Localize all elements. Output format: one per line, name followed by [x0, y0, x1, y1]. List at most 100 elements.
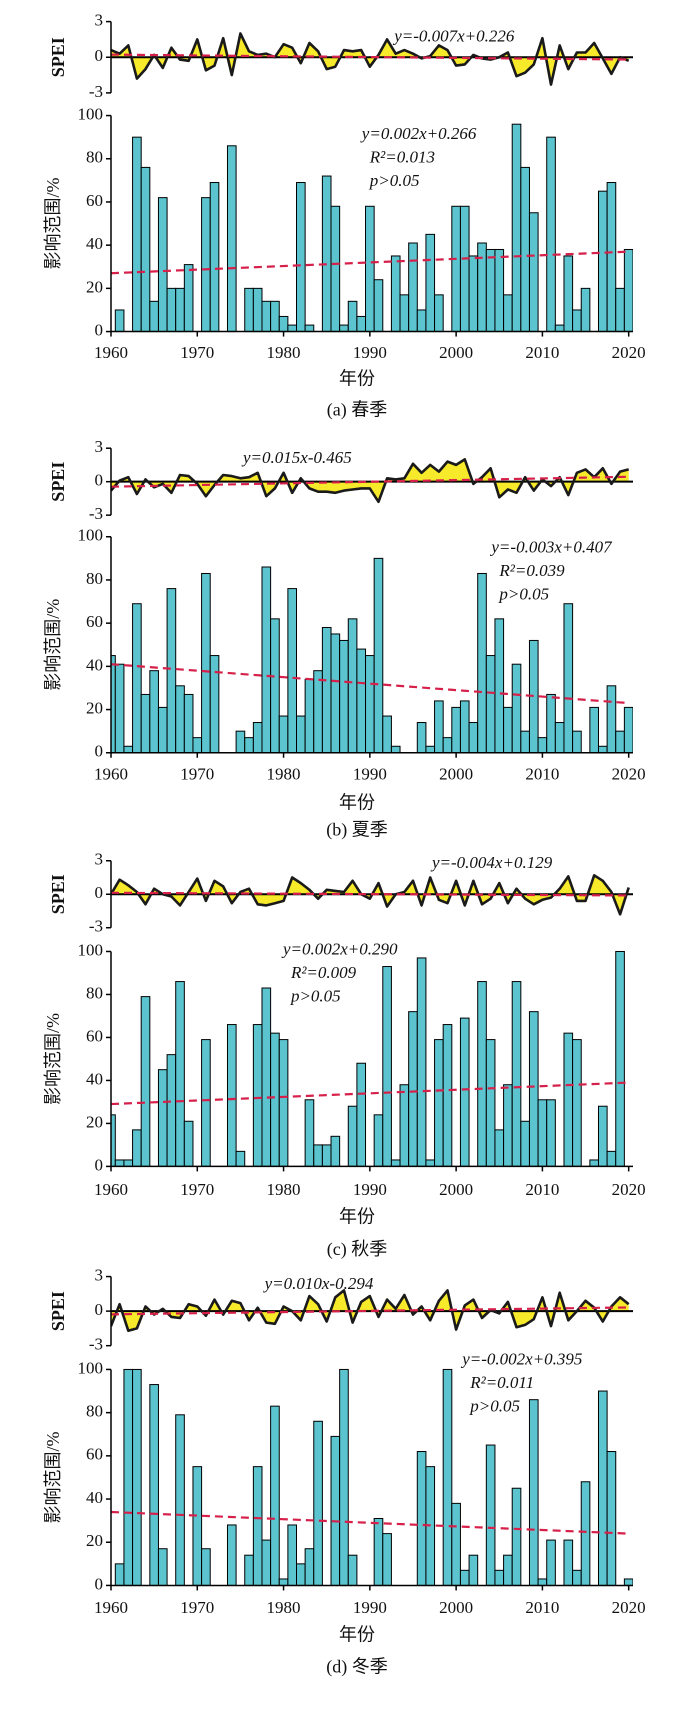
trend-line [110, 1510, 629, 1535]
y-tick-label: 100 [78, 1358, 104, 1377]
bar [399, 294, 410, 333]
y-tick-label: 40 [86, 1488, 103, 1507]
bar [175, 685, 185, 754]
bar [140, 166, 151, 333]
bar [546, 1539, 556, 1586]
bar [494, 618, 505, 754]
y-tick-label: 60 [86, 1445, 103, 1464]
bar [597, 1105, 608, 1167]
regression-annotation: y=0.002x+0.266 [360, 124, 477, 143]
bar [201, 572, 211, 754]
bar [580, 1481, 591, 1586]
bar [597, 190, 608, 333]
bar [373, 1517, 384, 1586]
bar [623, 706, 633, 754]
y-tick-label: 40 [86, 234, 103, 253]
bar [572, 1039, 582, 1167]
spei-plot [111, 1289, 633, 1332]
bar [313, 1144, 323, 1167]
bar [468, 255, 479, 333]
spei-equation: y=-0.007x+0.226 [392, 27, 515, 46]
x-tick-label: 1970 [180, 343, 214, 362]
y-tick-label: 60 [86, 1026, 103, 1045]
bar [209, 182, 220, 333]
regression-annotation: R²=0.009 [290, 963, 357, 982]
bar [554, 722, 565, 754]
bar [373, 279, 384, 333]
y-tick-label: 20 [86, 1112, 103, 1131]
y-axis-label: SPEI [48, 1291, 68, 1331]
bar [434, 700, 444, 754]
x-tick-label: 1980 [267, 764, 301, 783]
bar [416, 722, 427, 754]
bar [339, 639, 349, 754]
bar [572, 730, 582, 754]
bar [520, 730, 530, 754]
y-tick-label: 100 [78, 526, 104, 545]
bar [511, 123, 522, 333]
bar [597, 745, 608, 754]
y-tick-label: 80 [86, 569, 103, 588]
bar [537, 1099, 548, 1167]
x-tick-label: 1990 [353, 343, 387, 362]
y-tick-label: 0 [95, 1574, 104, 1593]
bar [459, 1017, 470, 1167]
bar [321, 1144, 332, 1167]
spei-equation: y=0.015x-0.465 [241, 448, 352, 467]
bar [442, 1368, 453, 1586]
regression-annotation: y=-0.002x+0.395 [460, 1350, 582, 1369]
y-tick-label: 0 [95, 1155, 104, 1174]
bar [511, 1487, 522, 1586]
bar [623, 248, 633, 333]
bar [459, 205, 470, 333]
x-tick-label: 2010 [525, 764, 559, 783]
bar [157, 1069, 168, 1167]
bar [261, 566, 272, 754]
bar [270, 618, 280, 754]
bar [468, 722, 479, 754]
bar [183, 693, 194, 754]
spei-line [111, 1289, 630, 1332]
regression-annotation: p>0.05 [369, 171, 420, 190]
bar [287, 324, 298, 333]
bar [511, 663, 522, 754]
bar [589, 706, 599, 754]
bar [123, 745, 134, 754]
y-axis-label: SPEI [48, 874, 68, 914]
bar [416, 1451, 427, 1586]
x-tick-label: 2020 [612, 764, 646, 783]
y-tick-label: 0 [95, 471, 104, 490]
bar [287, 1524, 298, 1586]
bar [252, 287, 263, 333]
x-tick-label: 2000 [439, 343, 473, 362]
regression-annotation: p>0.05 [290, 986, 341, 1005]
bar [287, 588, 298, 754]
bar [580, 287, 591, 333]
y-tick-label: 80 [86, 1402, 103, 1421]
bar [347, 1554, 358, 1586]
bar [330, 1435, 341, 1586]
regression-annotation: y=0.002x+0.290 [281, 939, 398, 958]
bar [572, 1569, 582, 1586]
bar [132, 136, 142, 333]
bar [244, 287, 254, 333]
bar [528, 1011, 539, 1167]
bar [485, 1444, 496, 1586]
bar [468, 1554, 479, 1586]
bar [572, 309, 582, 333]
bar [442, 737, 453, 754]
bar [321, 175, 332, 333]
bar [149, 300, 159, 333]
x-tick-label: 2000 [439, 1180, 473, 1199]
spei-equation: y=-0.004x+0.129 [430, 853, 553, 872]
bar [261, 987, 272, 1167]
bar [201, 1548, 211, 1586]
x-tick-label: 1980 [267, 343, 301, 362]
bar [425, 745, 436, 754]
bar [330, 633, 341, 754]
bar [313, 670, 323, 754]
bar [270, 1032, 280, 1167]
bar [485, 1039, 496, 1167]
x-tick-label: 1960 [94, 343, 128, 362]
y-tick-label: 80 [86, 148, 103, 167]
